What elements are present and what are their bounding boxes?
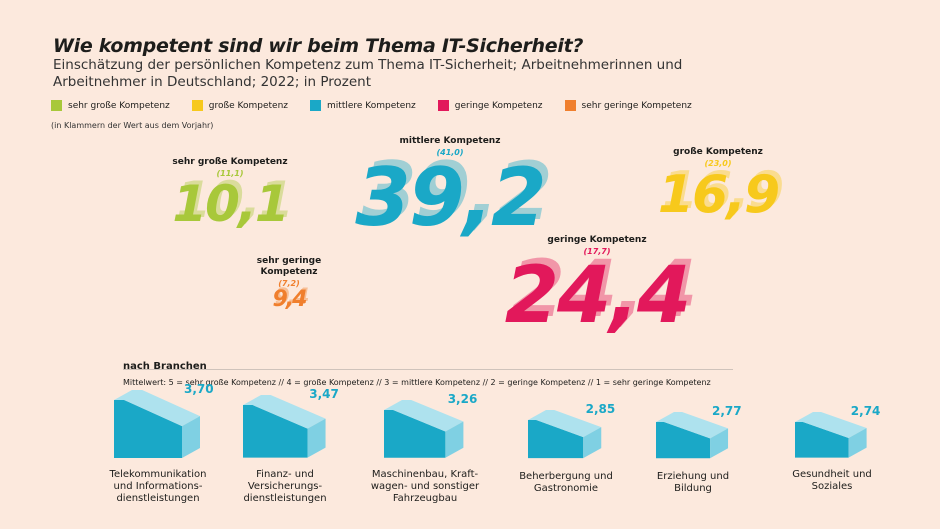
sector-label: Gesundheit und Soziales [792,469,872,492]
sector-label: Telekommunikation und Informations- dien… [109,469,207,504]
legend-swatch-icon [51,100,62,111]
legend-item: mittlere Kompetenz [310,100,416,111]
sector-block-top [384,400,464,432]
sector-value: 3,26 [447,392,478,407]
competence-kpi: geringe Kompetenz (17,7) 24,4 [492,235,702,335]
page-subtitle: Einschätzung der persönlichen Kompetenz … [53,57,683,90]
sector-value: 2,77 [712,403,742,418]
sector-block-front [384,410,446,458]
sector-block-top [795,412,867,439]
sector-block-top [655,411,729,439]
legend: sehr große Kompetenz große Kompetenz mit… [51,100,714,111]
kpi-previous-year-value: (17,7) [583,247,611,256]
divider [123,369,733,370]
kpi-value: 24,4 [504,251,691,341]
competence-kpi: große Kompetenz (23,0) 16,9 [638,147,798,221]
sector-block [655,411,729,458]
sector-value: 2,74 [850,404,881,419]
legend-label: sehr große Kompetenz [68,100,170,111]
legend-item: sehr große Kompetenz [51,100,170,111]
kpi-previous-year-value: (41,0) [436,148,464,157]
competence-kpi: sehr geringe Kompetenz (7,2) 9,4 [234,256,344,311]
sector-block-front [242,405,308,458]
sector-label: Finanz- und Versicherungs- dienstleistun… [243,469,327,504]
sector-block-top [528,409,602,438]
kpi-previous-year-value: (11,1) [216,169,244,178]
sector-block-side [445,421,464,458]
legend-item: sehr geringe Kompetenz [564,100,692,111]
sector-value: 3,47 [309,387,339,402]
competence-kpi: mittlere Kompetenz (41,0) 39,2 [340,136,560,238]
legend-swatch-icon [191,100,203,111]
sector-block-front [655,421,711,458]
sector-block-top [114,390,200,427]
sector-label: Beherbergung und Gastronomie [519,471,613,494]
kpi-label: sehr große Kompetenz [172,157,288,167]
legend-label: mittlere Kompetenz [327,100,416,111]
sector-block-side [307,419,326,458]
sector-label: Erziehung und Bildung [656,471,730,494]
sector-block-front [528,419,584,458]
sector-value: 2,85 [585,401,616,416]
kpi-previous-year-value: (7,2) [278,279,300,288]
legend-label: geringe Kompetenz [454,100,543,111]
sector-block-top [242,395,326,430]
sector-block-side [710,428,729,458]
kpi-value: 39,2 [355,151,546,244]
branch-section-title: nach Branchen [123,361,207,372]
legend-item: große Kompetenz [191,100,289,111]
kpi-value: 9,4 [272,287,308,312]
kpi-label: geringe Kompetenz [547,235,647,245]
sector-value: 3,70 [184,382,214,396]
legend-swatch-icon [564,100,576,111]
sector-block [795,412,867,458]
sector-block-front [795,422,849,458]
kpi-label: sehr geringe Kompetenz [256,256,322,277]
kpi-previous-year-value: (23,0) [704,159,732,168]
sector-block-side [848,428,867,458]
sector-block [384,400,464,458]
competence-kpi: sehr große Kompetenz (11,1) 10,1 [155,157,305,229]
sector-block-front [114,400,182,458]
legend-label: große Kompetenz [208,100,289,111]
sector-block [114,390,200,458]
legend-note: (in Klammern der Wert aus dem Vorjahr) [51,121,214,130]
kpi-label: mittlere Kompetenz [399,136,501,146]
sector-block [528,409,602,458]
kpi-value: 10,1 [172,175,289,233]
kpi-label: große Kompetenz [673,147,763,157]
branch-scale-note: Mittelwert: 5 = sehr große Kompetenz // … [123,378,711,387]
legend-swatch-icon [437,100,449,111]
kpi-value: 16,9 [657,165,780,225]
sector-block [242,395,326,458]
legend-label: sehr geringe Kompetenz [581,100,692,111]
sector-block-side [182,416,200,458]
page-title: Wie kompetent sind wir beim Thema IT-Sic… [53,35,584,57]
sector-block-side [583,427,602,458]
legend-item: geringe Kompetenz [437,100,543,111]
sector-label: Maschinenbau, Kraft- wagen- und sonstige… [370,469,480,504]
legend-swatch-icon [310,100,322,111]
